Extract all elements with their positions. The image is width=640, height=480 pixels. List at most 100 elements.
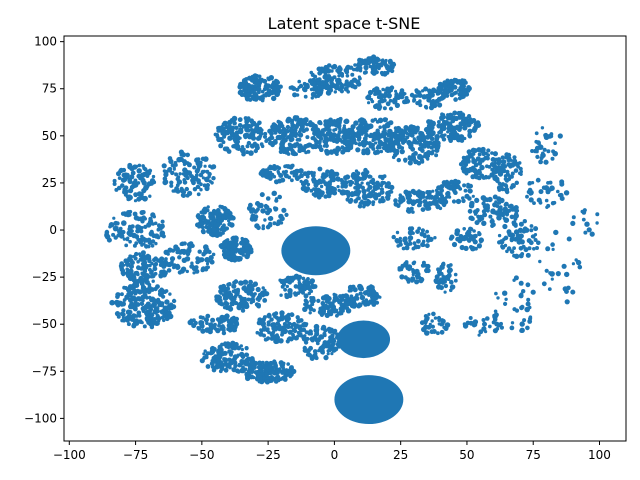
data-point	[452, 189, 457, 194]
data-point	[525, 252, 531, 258]
data-point	[167, 156, 173, 161]
point-cluster	[161, 149, 217, 198]
data-point	[393, 198, 398, 203]
data-point	[410, 188, 416, 195]
y-tick-label: −100	[24, 411, 57, 425]
data-point	[139, 266, 144, 271]
data-point	[557, 133, 563, 139]
data-point	[141, 215, 147, 221]
data-point	[255, 330, 260, 335]
data-point	[210, 181, 214, 185]
data-point	[197, 258, 202, 263]
data-point	[344, 69, 350, 75]
data-point	[245, 250, 250, 255]
data-point	[326, 326, 332, 332]
data-point	[214, 211, 219, 216]
data-point	[332, 121, 338, 127]
data-point	[432, 195, 438, 201]
y-tick-label: 0	[49, 223, 57, 237]
data-point	[405, 131, 409, 136]
point-cluster	[436, 77, 472, 102]
data-point	[454, 228, 461, 234]
data-point	[337, 299, 343, 305]
data-point	[437, 318, 441, 323]
data-point	[380, 174, 384, 178]
data-point	[371, 202, 375, 207]
data-point	[349, 129, 355, 136]
data-point	[145, 318, 150, 323]
data-point	[194, 168, 200, 174]
data-point	[357, 137, 361, 142]
data-point	[434, 199, 439, 204]
data-point	[310, 173, 316, 178]
data-point	[290, 137, 295, 142]
data-point	[332, 292, 336, 297]
data-point	[211, 252, 216, 257]
data-point	[121, 316, 125, 320]
data-point	[418, 103, 423, 108]
data-point	[287, 368, 292, 373]
data-point	[538, 189, 544, 195]
data-point	[292, 115, 298, 121]
data-point	[179, 153, 184, 157]
data-point	[403, 189, 409, 195]
data-point	[343, 86, 349, 92]
data-point	[322, 340, 328, 346]
data-point	[151, 174, 156, 179]
data-point	[415, 229, 420, 235]
data-point	[251, 299, 256, 304]
data-point	[280, 329, 286, 335]
data-point	[206, 205, 210, 209]
data-point	[388, 106, 394, 111]
data-point	[164, 289, 169, 293]
data-point	[232, 345, 238, 351]
data-point	[506, 246, 512, 251]
y-tick-label: 100	[34, 35, 57, 49]
data-point	[329, 301, 335, 307]
data-point	[519, 328, 524, 333]
data-point	[354, 132, 360, 138]
data-point	[378, 199, 382, 204]
data-point	[340, 184, 345, 189]
data-point	[344, 139, 351, 145]
data-point	[564, 289, 569, 294]
data-point	[243, 89, 248, 93]
data-point	[317, 70, 323, 76]
data-point	[466, 149, 472, 155]
data-point	[133, 199, 138, 203]
data-point	[205, 364, 211, 369]
data-point	[357, 65, 363, 71]
data-point	[128, 258, 134, 263]
data-point	[171, 298, 177, 304]
data-point	[322, 74, 328, 80]
data-point	[435, 140, 441, 146]
data-point	[407, 160, 413, 166]
data-point	[450, 118, 456, 124]
point-cluster	[255, 310, 309, 345]
data-point	[242, 285, 247, 289]
data-point	[467, 188, 472, 193]
data-point	[533, 226, 539, 232]
data-point	[279, 221, 284, 225]
data-point	[309, 289, 314, 293]
data-point	[133, 182, 139, 188]
data-point	[513, 275, 519, 281]
data-point	[509, 185, 514, 190]
data-point	[427, 312, 431, 316]
data-point	[377, 145, 382, 150]
data-point	[220, 130, 226, 136]
data-point	[145, 264, 150, 268]
data-point	[503, 217, 510, 223]
data-point	[205, 313, 211, 319]
point-cluster	[187, 313, 240, 336]
data-point	[223, 300, 229, 306]
data-point	[504, 297, 508, 301]
data-point	[293, 134, 298, 138]
data-point	[146, 244, 151, 249]
data-point	[293, 273, 300, 280]
data-point	[485, 156, 490, 161]
data-point	[302, 171, 308, 177]
data-point	[343, 128, 348, 133]
data-point	[461, 94, 466, 99]
data-point	[499, 325, 504, 330]
